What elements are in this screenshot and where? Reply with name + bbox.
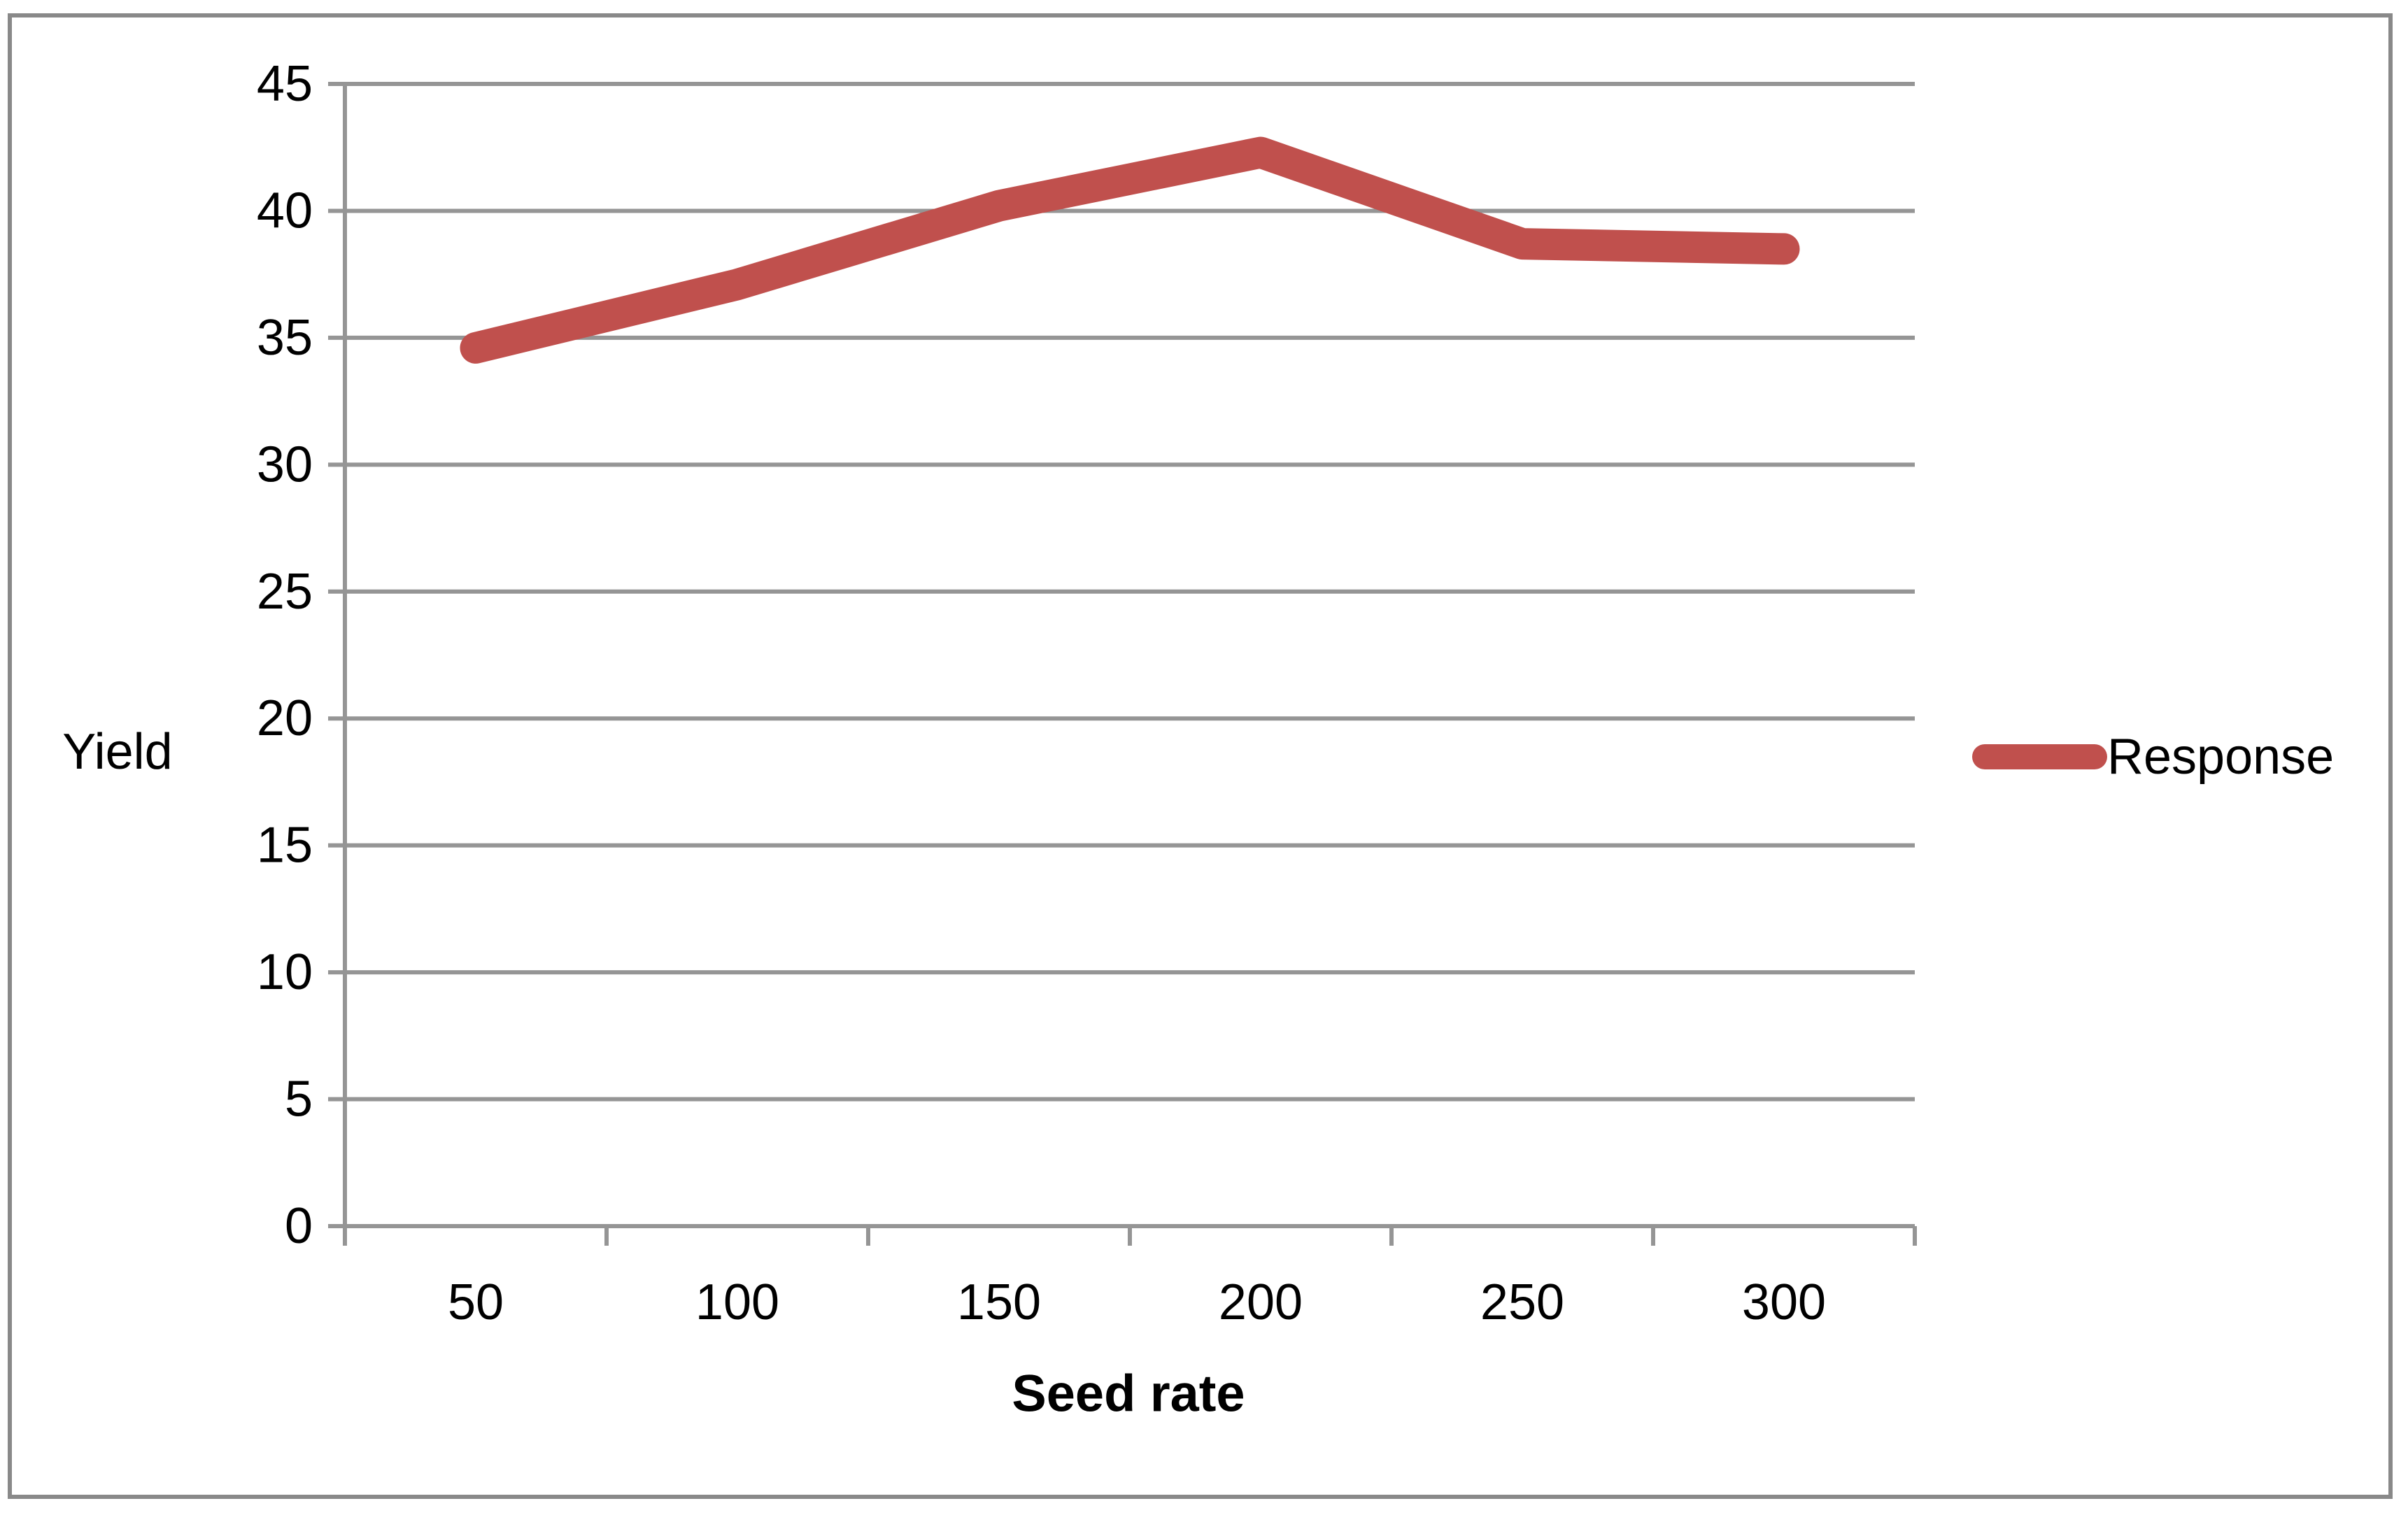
chart-border bbox=[8, 13, 2393, 1499]
x-axis-tick-label: 100 bbox=[695, 1274, 779, 1330]
y-axis-tick-label: 15 bbox=[257, 818, 313, 874]
gridlines bbox=[328, 82, 1915, 1102]
y-axis-tick-label: 40 bbox=[257, 183, 313, 239]
legend-label: Response bbox=[2107, 729, 2334, 785]
y-axis-tick-label: 0 bbox=[285, 1198, 313, 1254]
y-axis-tick-label: 45 bbox=[257, 56, 313, 112]
y-axis-tick-labels: 0 5 10 15 20 25 30 35 40 45 bbox=[257, 56, 313, 1254]
x-axis-tick-labels: 50 100 150 200 250 300 bbox=[448, 1274, 1826, 1330]
x-axis-tick-label: 250 bbox=[1480, 1274, 1564, 1330]
y-axis-tick-label: 25 bbox=[257, 564, 313, 620]
x-axis-tick-marks bbox=[604, 1226, 1917, 1246]
y-axis-tick-label: 5 bbox=[285, 1072, 313, 1128]
x-axis-tick-label: 200 bbox=[1219, 1274, 1303, 1330]
x-axis-tick-label: 300 bbox=[1742, 1274, 1826, 1330]
x-axis-tick-label: 50 bbox=[448, 1274, 504, 1330]
response-series-line bbox=[460, 136, 1800, 364]
legend: Response bbox=[1972, 729, 2334, 785]
x-axis-tick-label: 150 bbox=[957, 1274, 1041, 1330]
y-axis-tick-label: 20 bbox=[257, 690, 313, 746]
x-axis-title: Seed rate bbox=[1012, 1365, 1245, 1423]
y-axis-tick-label: 30 bbox=[257, 436, 313, 492]
y-axis-title: Yield bbox=[62, 724, 172, 780]
y-axis-tick-label: 35 bbox=[257, 310, 313, 366]
y-axis-tick-label: 10 bbox=[257, 944, 313, 1000]
